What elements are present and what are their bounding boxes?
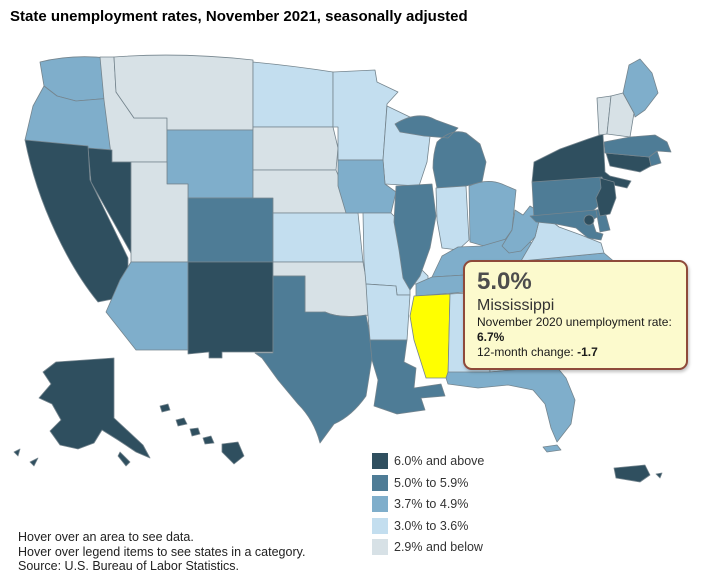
territory-puerto-rico[interactable] — [613, 464, 663, 483]
legend-item-5-to-5-9[interactable]: 5.0% to 5.9% — [372, 474, 484, 491]
map-legend: 6.0% and above 5.0% to 5.9% 3.7% to 4.9%… — [372, 453, 484, 561]
footer-notes: Hover over an area to see data. Hover ov… — [18, 530, 305, 574]
state-louisiana[interactable] — [369, 339, 446, 415]
state-south-dakota[interactable] — [252, 126, 339, 171]
legend-item-2-9-and-below[interactable]: 2.9% and below — [372, 539, 484, 555]
state-arkansas[interactable] — [365, 283, 411, 341]
state-new-hampshire[interactable] — [606, 92, 635, 138]
state-illinois[interactable] — [393, 183, 437, 291]
state-new-york[interactable] — [531, 133, 632, 189]
state-virginia[interactable] — [520, 212, 605, 262]
state-iowa[interactable] — [337, 159, 397, 214]
state-florida[interactable] — [445, 365, 576, 453]
legend-item-3-7-to-4-9[interactable]: 3.7% to 4.9% — [372, 496, 484, 512]
hover-tooltip: 5.0% Mississippi November 2020 unemploym… — [463, 260, 688, 370]
legend-swatch — [372, 496, 388, 512]
state-texas[interactable] — [254, 275, 373, 444]
tooltip-state-name: Mississippi — [477, 297, 555, 314]
footer-line-hover-legend: Hover over legend items to see states in… — [18, 544, 306, 559]
state-new-jersey[interactable] — [595, 177, 617, 217]
tooltip-prev-rate: November 2020 unemployment rate: 6.7% — [477, 315, 672, 344]
state-colorado[interactable] — [187, 197, 274, 263]
state-alaska[interactable] — [13, 357, 151, 467]
state-mississippi[interactable] — [409, 293, 451, 379]
state-montana[interactable] — [113, 54, 254, 131]
legend-swatch — [372, 453, 388, 469]
state-massachusetts[interactable] — [603, 134, 672, 158]
state-indiana[interactable] — [435, 185, 470, 251]
legend-swatch — [372, 539, 388, 555]
legend-swatch — [372, 474, 388, 491]
state-hawaii[interactable] — [159, 403, 245, 465]
page-title: State unemployment rates, November 2021,… — [10, 8, 468, 25]
state-north-dakota[interactable] — [252, 61, 334, 128]
footer-line-source: Source: U.S. Bureau of Labor Statistics. — [18, 559, 239, 573]
legend-swatch — [372, 517, 388, 534]
footer-line-hover-area: Hover over an area to see data. — [18, 530, 194, 544]
tooltip-rate: 5.0% — [477, 268, 532, 295]
legend-item-3-to-3-6[interactable]: 3.0% to 3.6% — [372, 517, 484, 534]
state-district-of-columbia[interactable] — [583, 214, 595, 226]
tooltip-12mo-change: 12-month change: -1.7 — [477, 345, 598, 359]
legend-item-6-and-above[interactable]: 6.0% and above — [372, 453, 484, 469]
state-maine[interactable] — [622, 58, 659, 118]
state-new-mexico[interactable] — [187, 261, 274, 359]
state-kansas[interactable] — [272, 212, 364, 263]
